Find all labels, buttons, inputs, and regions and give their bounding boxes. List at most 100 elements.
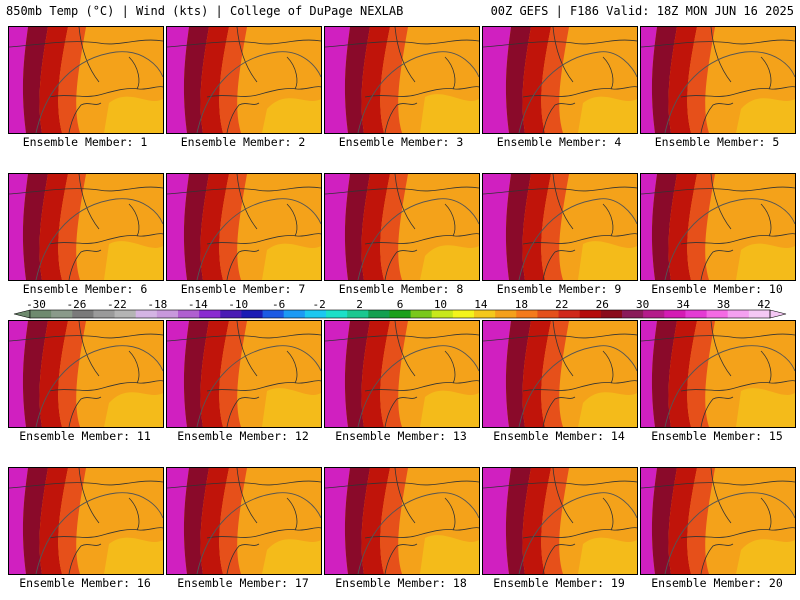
- temperature-band: [58, 27, 86, 133]
- boundary-line: [325, 39, 479, 48]
- temperature-band: [483, 468, 511, 574]
- temperature-map: [483, 468, 637, 574]
- isotherm-contour: [664, 51, 795, 133]
- boundary-line: [286, 497, 298, 531]
- boundary-line: [542, 543, 576, 574]
- temperature-map: [641, 468, 795, 574]
- colorbar-swatch: [30, 310, 52, 318]
- colorbar-swatch: [135, 310, 158, 318]
- boundary-line: [9, 39, 163, 48]
- ensemble-member-panel: [8, 320, 164, 428]
- boundary-line: [286, 203, 298, 237]
- temperature-map: [9, 321, 163, 427]
- colorbar-swatch: [579, 310, 602, 318]
- colorbar-outline: [29, 309, 771, 319]
- ensemble-member-panel: [166, 320, 322, 428]
- colorbar-tick-label: -14: [187, 298, 208, 311]
- temperature-band: [325, 468, 350, 574]
- colorbar-swatch: [114, 310, 137, 318]
- temperature-band: [651, 321, 677, 427]
- temperature-map: [9, 468, 163, 574]
- temperature-map: [641, 27, 795, 133]
- hot-patch: [736, 98, 795, 133]
- temperature-band: [219, 174, 247, 280]
- temperature-band: [541, 174, 569, 280]
- temperature-band: [522, 468, 551, 574]
- isotherm-contour: [357, 345, 479, 427]
- temperature-band: [541, 321, 569, 427]
- isotherm-contour: [35, 198, 163, 280]
- colorbar-swatch: [664, 310, 686, 318]
- boundary-line: [680, 233, 795, 245]
- temperature-map: [641, 321, 795, 427]
- ensemble-member-panel: [324, 26, 480, 134]
- colorbar-swatch: [389, 310, 412, 318]
- temperature-map: [325, 27, 479, 133]
- boundary-line: [700, 396, 734, 427]
- isotherm-contour: [196, 492, 321, 574]
- isotherm-contour: [664, 198, 795, 280]
- ensemble-member-panel: [482, 173, 638, 281]
- temperature-band: [651, 468, 677, 574]
- boundary-line: [167, 333, 321, 342]
- boundary-line: [325, 333, 479, 342]
- temperature-band: [325, 27, 350, 133]
- hot-patch: [736, 539, 795, 574]
- boundary-line: [542, 102, 576, 133]
- boundary-line: [9, 186, 163, 195]
- colorbar-tick-label: 2: [356, 298, 363, 311]
- boundary-line: [384, 249, 418, 280]
- colorbar-tick-label: 10: [433, 298, 448, 311]
- temperature-band: [9, 321, 28, 427]
- boundary-line: [226, 396, 260, 427]
- ensemble-member-caption: Ensemble Member: 3: [338, 135, 464, 149]
- temperature-map: [167, 174, 321, 280]
- temperature-band: [651, 27, 677, 133]
- temperature-band: [58, 468, 86, 574]
- ensemble-member-panel: [8, 173, 164, 281]
- ensemble-member-caption: Ensemble Member: 17: [177, 576, 309, 590]
- temperature-band: [167, 27, 189, 133]
- colorbar-swatch: [241, 310, 264, 318]
- temperature-map: [167, 321, 321, 427]
- boundary-line: [167, 186, 321, 195]
- boundary-line: [680, 380, 795, 392]
- boundary-line: [444, 56, 456, 90]
- boundary-line: [552, 27, 574, 83]
- colorbar-swatch: [727, 310, 750, 318]
- boundary-line: [384, 396, 418, 427]
- temperature-band: [219, 321, 247, 427]
- temperature-band: [483, 27, 511, 133]
- isotherm-contour: [518, 198, 637, 280]
- boundary-line: [325, 186, 479, 195]
- ensemble-member-caption: Ensemble Member: 11: [19, 429, 151, 443]
- temperature-map: [167, 468, 321, 574]
- temperature-band: [668, 321, 697, 427]
- temperature-band: [505, 27, 531, 133]
- isotherm-contour: [357, 492, 479, 574]
- boundary-line: [394, 468, 416, 524]
- boundary-line: [602, 203, 614, 237]
- boundary-line: [483, 333, 637, 342]
- temperature-band: [505, 468, 531, 574]
- temperature-band: [687, 321, 715, 427]
- boundary-line: [128, 56, 140, 90]
- boundary-line: [760, 350, 772, 384]
- ensemble-member-caption: Ensemble Member: 5: [654, 135, 780, 149]
- boundary-line: [68, 102, 102, 133]
- colorbar-swatch: [156, 310, 179, 318]
- temperature-colorbar: [0, 296, 800, 320]
- boundary-line: [206, 527, 321, 539]
- temperature-map: [483, 174, 637, 280]
- colorbar-swatch: [262, 310, 285, 318]
- temperature-band: [9, 27, 28, 133]
- boundary-line: [542, 396, 576, 427]
- temperature-band: [219, 27, 247, 133]
- boundary-line: [641, 186, 795, 195]
- boundary-line: [364, 527, 479, 539]
- boundary-line: [68, 543, 102, 574]
- hot-patch: [578, 537, 637, 574]
- temperature-map: [483, 27, 637, 133]
- colorbar-tick-label: 34: [676, 298, 690, 311]
- colorbar-tick-label: -26: [66, 298, 87, 311]
